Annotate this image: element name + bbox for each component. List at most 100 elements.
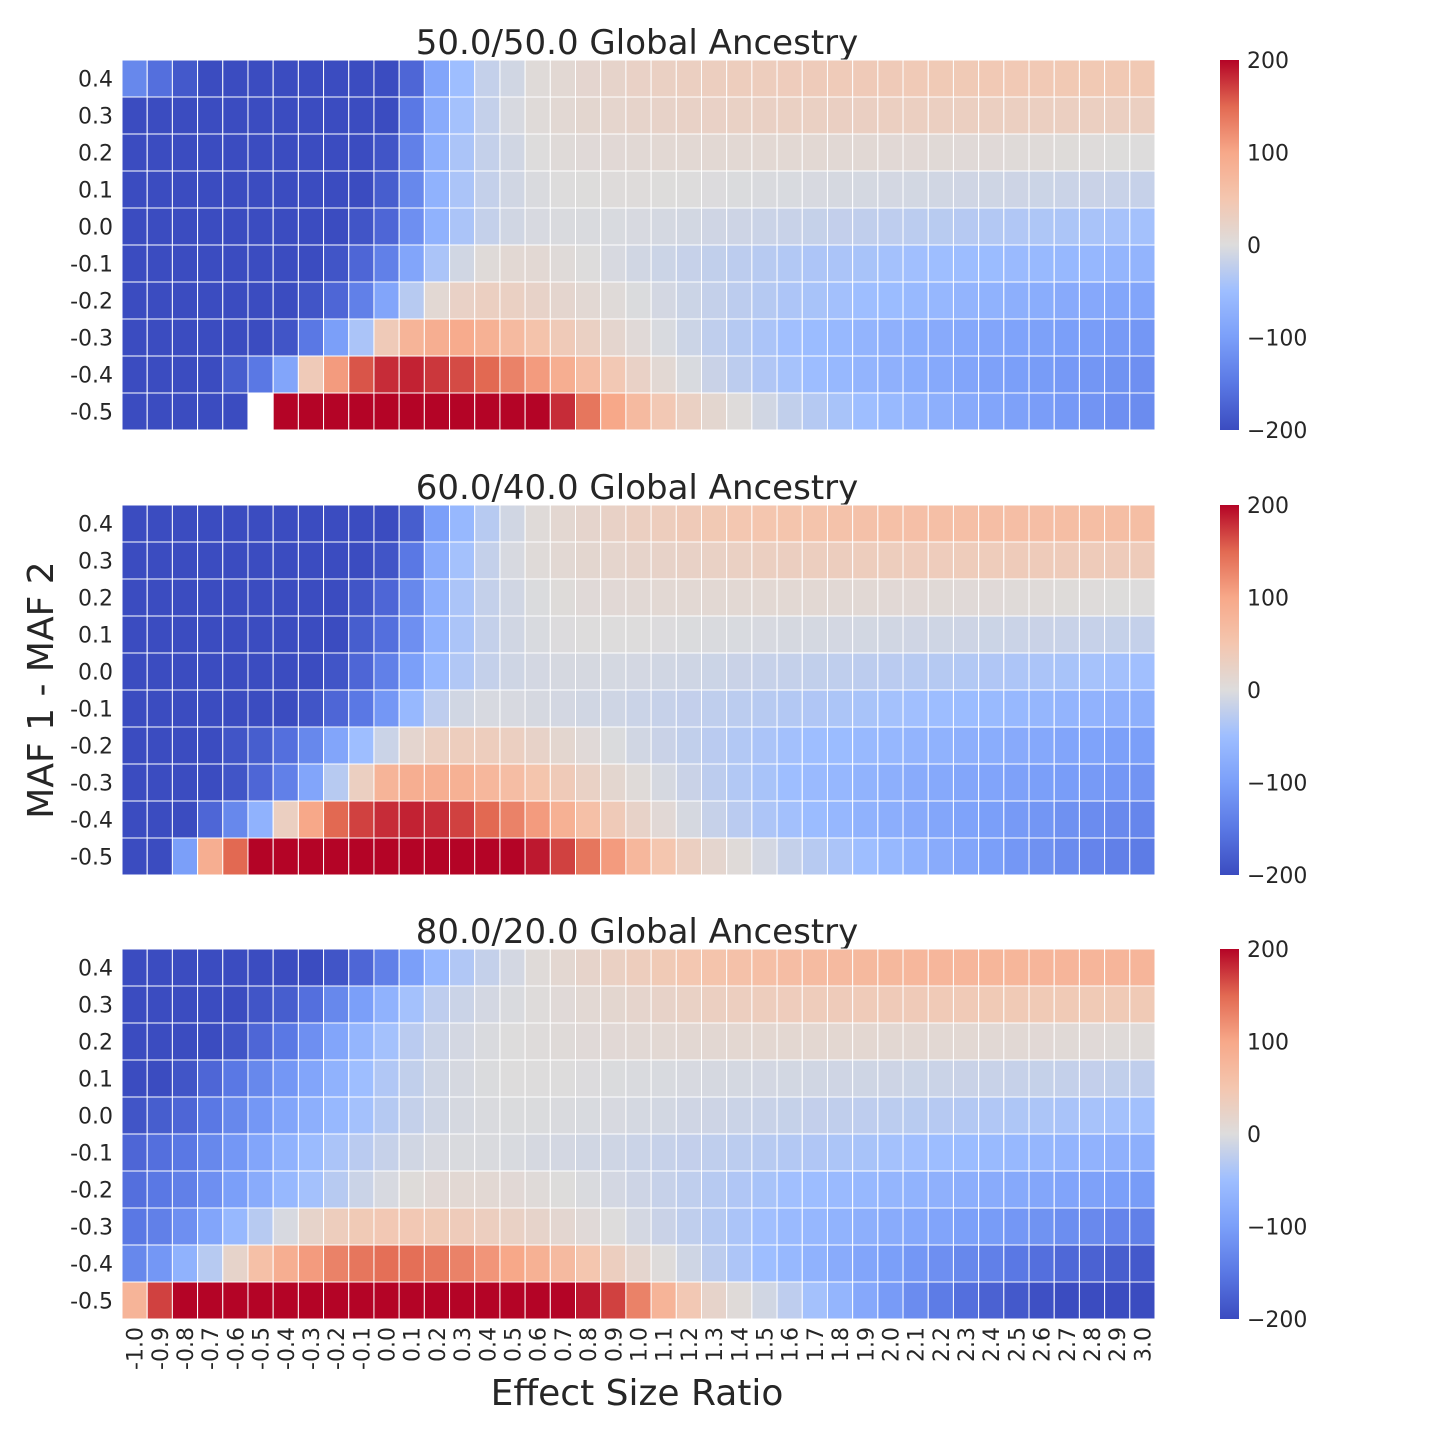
y-tick-label: 0.1 <box>78 179 113 204</box>
heatmap-cell <box>751 1244 778 1283</box>
heatmap-cell <box>625 763 652 802</box>
heatmap-cell <box>474 689 501 728</box>
x-tick-label: 2.4 <box>980 1327 1005 1362</box>
heatmap-cell <box>650 244 677 283</box>
heatmap-cell <box>499 1133 526 1172</box>
heatmap-cell <box>197 281 224 320</box>
heatmap-cell <box>171 652 199 691</box>
heatmap-cell <box>272 652 299 691</box>
heatmap-cell <box>297 578 325 617</box>
heatmap-cell <box>524 615 551 654</box>
heatmap-cell <box>1104 281 1131 320</box>
heatmap-cell <box>1104 355 1131 394</box>
heatmap-cell <box>449 763 476 802</box>
heatmap-cell <box>449 1207 476 1246</box>
heatmap-cell <box>751 1281 778 1320</box>
heatmap-cell <box>348 355 375 394</box>
heatmap-cell <box>978 504 1005 543</box>
heatmap-cell <box>952 504 980 543</box>
heatmap-cell <box>197 1244 224 1283</box>
heatmap-cell <box>146 244 173 283</box>
heatmap-cell <box>826 1281 854 1320</box>
heatmap-cell <box>902 392 929 431</box>
heatmap-cell <box>222 726 249 765</box>
colorbar-tick-label: −200 <box>1247 419 1307 444</box>
heatmap-cell <box>1053 59 1080 98</box>
heatmap-cell <box>474 985 501 1024</box>
heatmap-cell <box>1104 1244 1131 1283</box>
heatmap-cell <box>1053 318 1080 357</box>
heatmap-cell <box>877 1059 904 1098</box>
heatmap-cell <box>826 59 854 98</box>
heatmap-cell <box>877 355 904 394</box>
heatmap-cell <box>675 1059 702 1098</box>
heatmap-cell <box>927 948 954 987</box>
heatmap-cell <box>776 1244 803 1283</box>
heatmap-cell <box>423 541 451 580</box>
heatmap-cell <box>575 504 602 543</box>
y-tick-label: -0.5 <box>70 846 113 871</box>
heatmap-cell <box>398 318 425 357</box>
heatmap-cell <box>600 244 627 283</box>
heatmap-cell <box>121 541 148 580</box>
heatmap-cell <box>1003 837 1030 876</box>
heatmap-cell <box>902 244 929 283</box>
heatmap-cell <box>801 615 828 654</box>
heatmap-cell <box>297 689 325 728</box>
heatmap-cell <box>121 578 148 617</box>
heatmap-cell <box>1078 355 1106 394</box>
heatmap-cell <box>1078 800 1106 839</box>
heatmap-cell <box>852 800 879 839</box>
heatmap-cell <box>449 985 476 1024</box>
heatmap-cell <box>549 244 577 283</box>
heatmap-cell <box>751 96 778 135</box>
heatmap-cell <box>1104 615 1131 654</box>
heatmap-cell <box>449 96 476 135</box>
heatmap-cell <box>625 355 652 394</box>
heatmap-cell <box>1078 1281 1106 1320</box>
heatmap-cell <box>902 1281 929 1320</box>
heatmap-cell <box>549 837 577 876</box>
heatmap-cell <box>978 392 1005 431</box>
heatmap-cell <box>927 170 954 209</box>
heatmap-cell <box>751 1133 778 1172</box>
colorbar-tick-label: −200 <box>1247 864 1307 889</box>
heatmap-cell <box>952 1170 980 1209</box>
heatmap-cell <box>826 837 854 876</box>
heatmap-cell <box>348 318 375 357</box>
heatmap-cell <box>272 1281 299 1320</box>
heatmap-cell <box>826 1059 854 1098</box>
heatmap-cell <box>1078 133 1106 172</box>
y-tick-label: 0.1 <box>78 624 113 649</box>
heatmap-cell <box>1053 763 1080 802</box>
heatmap-cell <box>449 170 476 209</box>
heatmap-cell <box>675 318 702 357</box>
heatmap-cell <box>499 1244 526 1283</box>
heatmap-cell <box>751 578 778 617</box>
heatmap-cell <box>978 1133 1005 1172</box>
heatmap-cell <box>852 689 879 728</box>
heatmap-cell <box>297 133 325 172</box>
heatmap-cell <box>700 59 728 98</box>
heatmap-cell <box>600 578 627 617</box>
heatmap-cell <box>524 59 551 98</box>
heatmap-cell <box>524 281 551 320</box>
heatmap-cell <box>398 763 425 802</box>
heatmap-cell <box>776 392 803 431</box>
heatmap-cell <box>297 615 325 654</box>
heatmap-cell <box>323 1133 350 1172</box>
heatmap-cell <box>625 948 652 987</box>
heatmap-cell <box>751 1022 778 1061</box>
x-tick-label: 0.1 <box>401 1327 426 1362</box>
heatmap-cell <box>978 1281 1005 1320</box>
heatmap-cell <box>348 800 375 839</box>
heatmap-cell <box>801 652 828 691</box>
heatmap-cell <box>323 207 350 246</box>
heatmap-cell <box>549 1133 577 1172</box>
heatmap-cell <box>524 392 551 431</box>
heatmap-cell <box>877 392 904 431</box>
heatmap-cell <box>726 800 753 839</box>
heatmap-cell <box>801 244 828 283</box>
heatmap-cell <box>524 800 551 839</box>
heatmap-cell <box>247 392 274 431</box>
